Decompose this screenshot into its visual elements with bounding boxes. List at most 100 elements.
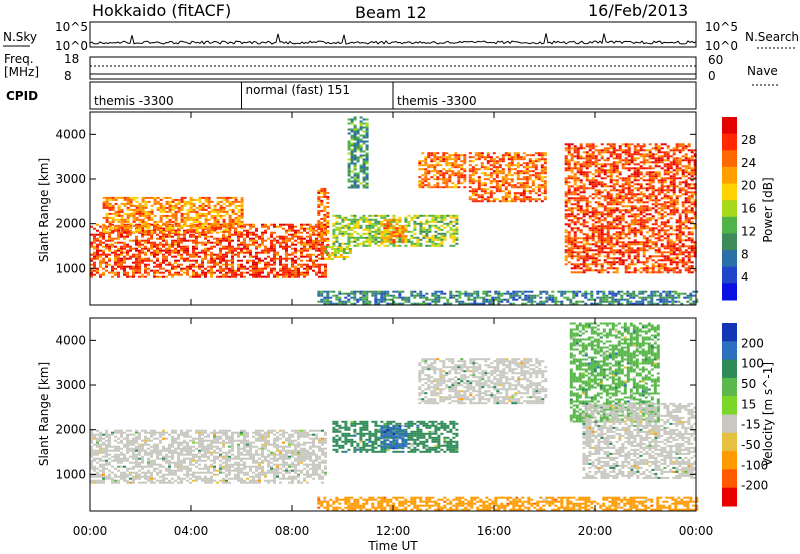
power-cell <box>585 143 589 146</box>
power-cell <box>642 159 646 162</box>
power-cell <box>630 259 634 262</box>
power-cell <box>457 172 461 175</box>
power-cell <box>288 233 291 236</box>
power-cell <box>501 170 505 173</box>
power-cell <box>531 198 535 201</box>
power-cell <box>389 233 393 236</box>
power-cell <box>489 156 493 159</box>
power-cell <box>111 223 114 226</box>
power-cell <box>356 136 360 139</box>
power-cell <box>636 157 640 160</box>
power-cell <box>624 235 628 238</box>
power-cell <box>368 230 372 233</box>
power-cell <box>591 161 595 164</box>
power-cell <box>501 178 505 181</box>
power-cell <box>141 249 144 252</box>
power-cell <box>663 229 667 232</box>
power-cell <box>267 247 270 250</box>
power-cell <box>468 164 472 167</box>
power-cell <box>427 182 431 185</box>
power-cell <box>573 207 577 210</box>
power-cell <box>531 182 535 185</box>
power-cell <box>347 174 351 177</box>
power-cell <box>534 160 538 163</box>
power-cell <box>600 169 604 172</box>
power-cell <box>621 247 625 250</box>
power-cell <box>162 243 165 246</box>
power-cell <box>460 166 464 169</box>
power-cell <box>261 249 264 252</box>
power-cell <box>582 255 586 258</box>
power-cell <box>222 269 225 272</box>
power-cell <box>117 249 120 252</box>
power-cell <box>648 185 652 188</box>
nave-tick-top: 60 <box>708 53 723 67</box>
power-cell <box>126 229 129 232</box>
power-cell <box>300 235 303 238</box>
power-cell <box>306 235 309 238</box>
power-cell <box>543 188 547 191</box>
power-cell <box>585 187 589 190</box>
power-cell <box>585 201 589 204</box>
power-cell <box>684 227 688 230</box>
power-cell <box>252 241 255 244</box>
power-cell <box>204 255 207 258</box>
power-cell <box>240 222 244 225</box>
power-cell <box>159 228 163 231</box>
power-cell <box>651 241 655 244</box>
power-cell <box>183 237 186 240</box>
power-cell <box>228 251 231 254</box>
power-cell <box>615 269 619 272</box>
power-cell <box>687 197 691 200</box>
power-cell <box>540 192 544 195</box>
power-cell <box>168 208 172 211</box>
power-cell <box>582 251 586 254</box>
power-cell <box>573 175 577 178</box>
power-cell <box>353 130 357 133</box>
power-cell <box>451 170 455 173</box>
power-cell <box>627 243 631 246</box>
power-cell <box>141 227 144 230</box>
power-cell <box>534 174 538 177</box>
power-cell <box>564 143 568 146</box>
power-cell <box>144 239 147 242</box>
power-cell <box>585 237 589 240</box>
power-cell <box>588 153 592 156</box>
power-cell <box>240 241 243 244</box>
power-cell <box>618 201 622 204</box>
power-cell <box>228 225 231 228</box>
power-cell <box>654 221 658 224</box>
power-cell <box>240 273 243 276</box>
power-cell <box>207 218 211 221</box>
power-cell <box>498 164 502 167</box>
power-cell <box>120 253 123 256</box>
power-cell <box>654 161 658 164</box>
power-cell <box>537 184 541 187</box>
cpid-label: CPID <box>6 89 38 103</box>
power-cell <box>371 222 375 225</box>
power-cell <box>666 171 670 174</box>
power-cell <box>338 232 342 235</box>
power-cell <box>300 265 303 268</box>
power-cell <box>210 269 213 272</box>
power-cell <box>591 237 595 240</box>
power-cell <box>213 225 216 228</box>
power-cell <box>594 179 598 182</box>
power-cell <box>147 214 151 217</box>
power-cell <box>291 261 294 264</box>
power-cell <box>336 256 340 258</box>
power-cell <box>522 194 526 197</box>
power-cell <box>457 182 461 185</box>
power-cell <box>657 249 661 252</box>
power-cell <box>633 195 637 198</box>
power-cell <box>108 224 112 227</box>
power-cell <box>594 245 598 248</box>
power-cell <box>383 224 387 227</box>
power-cell <box>99 243 102 246</box>
power-cell <box>180 208 184 211</box>
power-cell <box>129 275 132 278</box>
power-cell <box>347 122 351 125</box>
power-cell <box>347 244 351 247</box>
power-cell <box>672 207 676 210</box>
power-cell <box>448 162 452 165</box>
